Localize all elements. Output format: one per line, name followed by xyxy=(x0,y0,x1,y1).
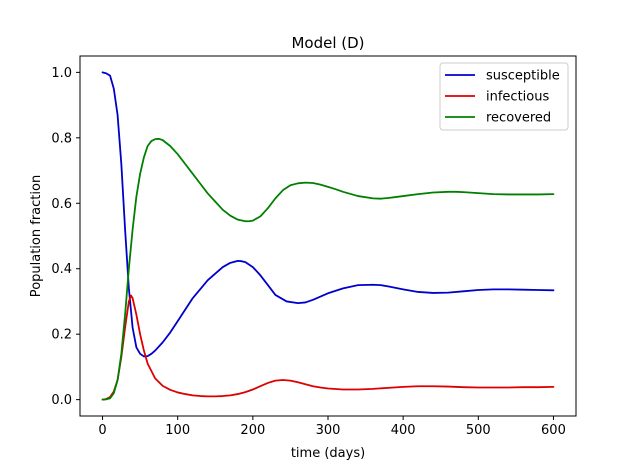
x-tick-label: 200 xyxy=(240,423,265,438)
y-tick-label: 0.4 xyxy=(51,262,72,277)
y-axis-label: Population fraction xyxy=(29,175,44,297)
legend-label-susceptible: susceptible xyxy=(486,69,560,84)
legend-label-recovered: recovered xyxy=(486,111,551,126)
y-tick-label: 0.8 xyxy=(51,131,72,146)
y-tick-label: 1.0 xyxy=(51,66,72,81)
y-axis-ticks: 0.0 0.2 0.4 0.6 0.8 1.0 xyxy=(51,66,80,408)
chart-title: Model (D) xyxy=(291,34,364,52)
legend-box xyxy=(439,62,569,131)
legend-label-infectious: infectious xyxy=(486,90,549,105)
legend: susceptible infectious recovered xyxy=(439,62,569,131)
x-tick-label: 600 xyxy=(541,423,566,438)
x-axis-label: time (days) xyxy=(291,446,365,461)
x-axis-ticks: 0 100 200 300 400 500 600 xyxy=(98,416,566,438)
series-line-infectious xyxy=(101,294,555,401)
y-tick-label: 0.2 xyxy=(51,328,72,343)
x-tick-label: 500 xyxy=(466,423,491,438)
y-tick-label: 0.6 xyxy=(51,197,72,212)
x-tick-label: 100 xyxy=(165,423,190,438)
x-tick-label: 400 xyxy=(391,423,416,438)
series-line-recovered xyxy=(101,137,555,401)
series-group xyxy=(101,71,555,401)
x-tick-label: 300 xyxy=(316,423,341,438)
y-tick-label: 0.0 xyxy=(51,393,72,408)
series-line-susceptible xyxy=(101,71,555,358)
x-tick-label: 0 xyxy=(98,423,106,438)
